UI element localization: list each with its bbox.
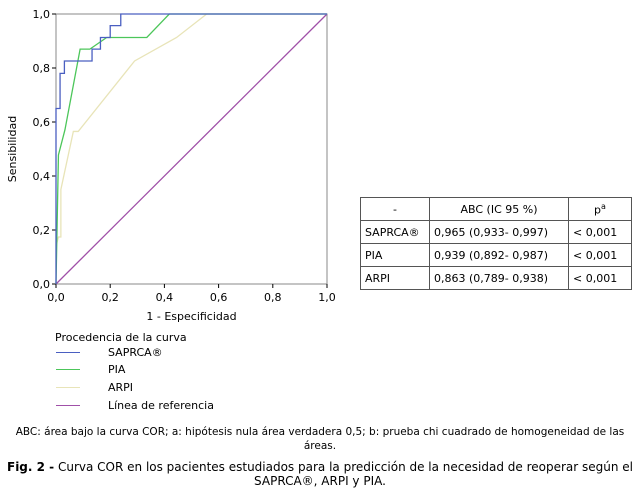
series-line-pia [55, 13, 327, 285]
legend-item-reference: Línea de referencia [56, 399, 214, 412]
table-row: PIA 0,939 (0,892- 0,987) < 0,001 [360, 243, 632, 267]
y-tick-label: 1,0 [33, 8, 51, 21]
legend-item-pia: PIA [56, 363, 125, 376]
x-tick-label: 0,0 [47, 291, 65, 304]
legend-item-arpi: ARPI [56, 381, 133, 394]
cell: 0,863 (0,789- 0,938) [429, 266, 569, 290]
cell: < 0,001 [568, 266, 632, 290]
y-tick-label: 0,0 [33, 278, 51, 291]
table-header-row: - ABC (IC 95 %) pa [360, 197, 632, 221]
cell: < 0,001 [568, 220, 632, 244]
header-cell: - [360, 197, 430, 221]
auc-table: - ABC (IC 95 %) pa SAPRCA® 0,965 (0,933- … [360, 197, 632, 290]
y-tick-label: 0,4 [33, 170, 51, 183]
caption-note: ABC: área bajo la curva COR; a: hipótesi… [15, 426, 625, 452]
header-cell: pa [568, 197, 632, 221]
legend-item-saprca: SAPRCA® [56, 346, 163, 359]
figure-caption: Fig. 2 - Curva COR en los pacientes estu… [7, 460, 633, 488]
x-tick-label: 1,0 [318, 291, 336, 304]
y-tick-label: 0,2 [33, 224, 51, 237]
y-tick-label: 0,6 [33, 116, 51, 129]
header-cell: ABC (IC 95 %) [429, 197, 569, 221]
legend-title: Procedencia de la curva [55, 331, 187, 344]
x-axis-label: 1 - Especificidad [146, 310, 236, 323]
cell: SAPRCA® [360, 220, 430, 244]
x-tick-label: 0,6 [210, 291, 228, 304]
cell: PIA [360, 243, 430, 267]
x-tick-label: 0,2 [101, 291, 119, 304]
cell: < 0,001 [568, 243, 632, 267]
cell: 0,965 (0,933- 0,997) [429, 220, 569, 244]
table-row: SAPRCA® 0,965 (0,933- 0,997) < 0,001 [360, 220, 632, 244]
x-tick-label: 0,4 [156, 291, 174, 304]
x-tick-label: 0,8 [264, 291, 282, 304]
series-line-saprca- [55, 13, 327, 284]
cell: 0,939 (0,892- 0,987) [429, 243, 569, 267]
y-tick-label: 0,8 [33, 62, 51, 75]
y-axis-label: Sensibilidad [6, 116, 19, 182]
series-line-l-nea-de-referencia [55, 13, 328, 285]
table-row: ARPI 0,863 (0,789- 0,938) < 0,001 [360, 266, 632, 290]
roc-chart: 0,0 0,2 0,4 0,6 0,8 1,0 0,0 0,2 0,4 0,6 0,8 1,0 1 - … [6, 8, 336, 323]
series-line-arpi [55, 13, 327, 247]
cell: ARPI [360, 266, 430, 290]
